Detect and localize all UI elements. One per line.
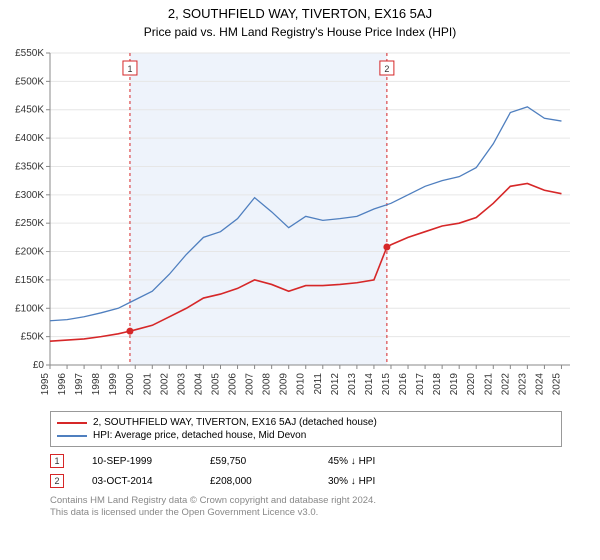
- sale-date: 03-OCT-2014: [92, 476, 182, 487]
- svg-text:2010: 2010: [296, 373, 307, 396]
- svg-text:2007: 2007: [245, 373, 256, 396]
- svg-text:2003: 2003: [176, 373, 187, 396]
- svg-text:2012: 2012: [330, 373, 341, 396]
- svg-text:£0: £0: [33, 360, 45, 371]
- legend-label: HPI: Average price, detached house, Mid …: [93, 430, 306, 441]
- svg-text:1996: 1996: [57, 373, 68, 396]
- svg-text:£150K: £150K: [15, 275, 44, 286]
- svg-text:1997: 1997: [74, 373, 85, 396]
- svg-text:2: 2: [384, 64, 389, 74]
- svg-text:£400K: £400K: [15, 133, 44, 144]
- svg-text:2025: 2025: [551, 373, 562, 396]
- svg-text:1995: 1995: [40, 373, 51, 396]
- legend-swatch: [57, 422, 87, 424]
- svg-text:2009: 2009: [279, 373, 290, 396]
- sale-row: 2 03-OCT-2014 £208,000 30% ↓ HPI: [50, 471, 562, 491]
- sale-date: 10-SEP-1999: [92, 456, 182, 467]
- svg-text:£350K: £350K: [15, 161, 44, 172]
- svg-text:2002: 2002: [159, 373, 170, 396]
- svg-text:2016: 2016: [398, 373, 409, 396]
- sale-delta: 45% ↓ HPI: [328, 456, 418, 467]
- legend-swatch: [57, 435, 87, 437]
- svg-text:2023: 2023: [517, 373, 528, 396]
- attribution-line-2: This data is licensed under the Open Gov…: [50, 507, 562, 519]
- attribution: Contains HM Land Registry data © Crown c…: [50, 495, 562, 520]
- svg-text:£200K: £200K: [15, 247, 44, 258]
- svg-text:2015: 2015: [381, 373, 392, 396]
- svg-text:2018: 2018: [432, 373, 443, 396]
- svg-text:1998: 1998: [91, 373, 102, 396]
- svg-text:2011: 2011: [313, 373, 324, 395]
- sale-marker-badge: 2: [50, 474, 64, 488]
- legend-item: HPI: Average price, detached house, Mid …: [57, 429, 555, 442]
- svg-text:2014: 2014: [364, 373, 375, 396]
- svg-text:2005: 2005: [210, 373, 221, 396]
- svg-text:1: 1: [127, 64, 132, 74]
- sale-row: 1 10-SEP-1999 £59,750 45% ↓ HPI: [50, 451, 562, 471]
- sale-price: £59,750: [210, 456, 300, 467]
- sales-table: 1 10-SEP-1999 £59,750 45% ↓ HPI 2 03-OCT-2014…: [50, 451, 562, 491]
- svg-text:1999: 1999: [108, 373, 119, 396]
- svg-text:£50K: £50K: [21, 332, 45, 343]
- svg-text:2019: 2019: [449, 373, 460, 396]
- legend-label: 2, SOUTHFIELD WAY, TIVERTON, EX16 5AJ (d…: [93, 417, 377, 428]
- svg-text:£550K: £550K: [15, 48, 44, 59]
- chart-title: 2, SOUTHFIELD WAY, TIVERTON, EX16 5AJ: [0, 0, 600, 21]
- svg-text:2017: 2017: [415, 373, 426, 396]
- svg-text:2024: 2024: [534, 373, 545, 396]
- svg-text:£100K: £100K: [15, 303, 44, 314]
- legend-item: 2, SOUTHFIELD WAY, TIVERTON, EX16 5AJ (d…: [57, 416, 555, 429]
- chart-subtitle: Price paid vs. HM Land Registry's House …: [0, 21, 600, 45]
- attribution-line-1: Contains HM Land Registry data © Crown c…: [50, 495, 562, 507]
- svg-text:2021: 2021: [483, 373, 494, 396]
- svg-text:£250K: £250K: [15, 218, 44, 229]
- svg-text:£450K: £450K: [15, 105, 44, 116]
- svg-text:2013: 2013: [347, 373, 358, 396]
- sale-marker-badge: 1: [50, 454, 64, 468]
- svg-text:2004: 2004: [193, 373, 204, 396]
- chart-area: 1 2 £0 £50K £100K £150K £200K £250K £300K £350K £4…: [0, 45, 600, 405]
- svg-text:2008: 2008: [262, 373, 273, 396]
- svg-text:2000: 2000: [125, 373, 136, 396]
- line-chart-svg: 1 2 £0 £50K £100K £150K £200K £250K £300K £350K £4…: [0, 45, 600, 405]
- sale-price: £208,000: [210, 476, 300, 487]
- sale-delta: 30% ↓ HPI: [328, 476, 418, 487]
- svg-text:£500K: £500K: [15, 76, 44, 87]
- svg-text:2001: 2001: [142, 373, 153, 396]
- svg-text:£300K: £300K: [15, 190, 44, 201]
- svg-text:2006: 2006: [228, 373, 239, 396]
- svg-text:2020: 2020: [466, 373, 477, 396]
- legend: 2, SOUTHFIELD WAY, TIVERTON, EX16 5AJ (d…: [50, 411, 562, 447]
- svg-text:2022: 2022: [500, 373, 511, 396]
